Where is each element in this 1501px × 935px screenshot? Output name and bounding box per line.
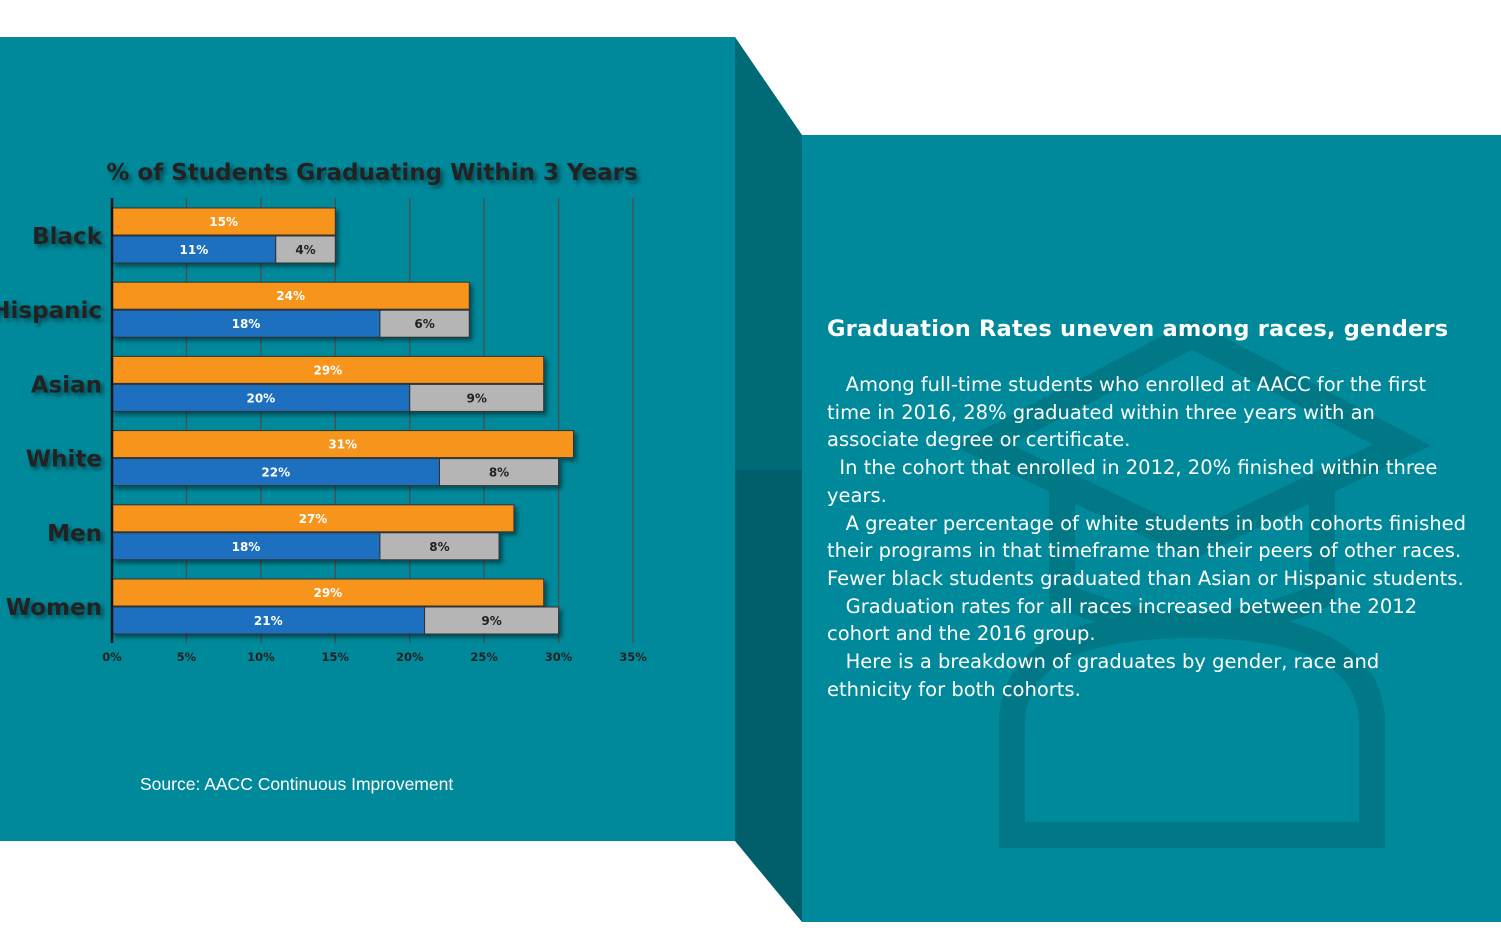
- bar-blue: [111, 235, 277, 264]
- source-line: Source: AACC Continuous Improvement: [140, 774, 454, 794]
- bar-blue: [111, 383, 411, 412]
- x-tick-label: 30%: [545, 650, 573, 664]
- x-tick-label: 10%: [247, 650, 275, 664]
- bar-total: [111, 578, 545, 607]
- category-label: Men: [47, 521, 102, 547]
- x-tick-label: 25%: [470, 650, 498, 664]
- bar-blue-label: 20%: [246, 391, 275, 405]
- bar-blue: [111, 458, 440, 487]
- source-line: and Innovation Analytics: [140, 843, 334, 863]
- article-body: Among full-time students who enrolled at…: [827, 371, 1467, 703]
- category-label: Hispanic: [0, 298, 102, 324]
- bar-blue-label: 21%: [254, 614, 283, 628]
- x-tick-label: 20%: [396, 650, 424, 664]
- bar-total-label: 29%: [313, 363, 342, 377]
- bar-gray-label: 6%: [414, 317, 434, 331]
- bar-total-label: 29%: [313, 586, 342, 600]
- connector-bottom-face: [735, 470, 802, 922]
- bar-blue-label: 18%: [232, 540, 261, 554]
- x-tick-label: 15%: [322, 650, 350, 664]
- bar-gray: [379, 309, 470, 338]
- bar-total: [111, 430, 574, 459]
- category-label: Black: [32, 224, 103, 250]
- article-paragraph: Here is a breakdown of graduates by gend…: [827, 650, 1386, 701]
- bar-gray-label: 8%: [429, 540, 449, 554]
- bar-gray: [438, 458, 560, 487]
- bar-total: [111, 355, 545, 384]
- x-tick-label: 5%: [177, 650, 197, 664]
- bar-gray: [275, 235, 336, 264]
- article-paragraph: In the cohort that enrolled in 2012, 20%…: [827, 456, 1444, 507]
- graduation-cap-icon: [952, 320, 1432, 848]
- bar-blue-label: 22%: [261, 466, 290, 480]
- bar-total-label: 31%: [328, 438, 357, 452]
- x-tick-label: 0%: [102, 650, 122, 664]
- bar-blue: [111, 532, 381, 561]
- bar-total-label: 27%: [299, 512, 328, 526]
- bar-gray-label: 8%: [489, 466, 509, 480]
- article-paragraph: Among full-time students who enrolled at…: [827, 373, 1433, 452]
- bar-total-label: 15%: [209, 215, 238, 229]
- chart-title: % of Students Graduating Within 3 Years: [106, 160, 637, 186]
- x-tick-label: 35%: [619, 650, 647, 664]
- article-title: Graduation Rates uneven among races, gen…: [827, 316, 1449, 342]
- category-label: Asian: [31, 372, 102, 398]
- bar-gray: [409, 383, 545, 412]
- article-paragraph: A greater percentage of white students i…: [827, 511, 1473, 590]
- bar-gray-label: 4%: [295, 243, 315, 257]
- connector-top-face: [735, 37, 802, 470]
- article-paragraph: Graduation rates for all races increased…: [827, 594, 1424, 646]
- bar-blue-label: 11%: [180, 243, 209, 257]
- category-label: White: [26, 447, 102, 473]
- bar-gray-label: 9%: [481, 614, 501, 628]
- bar-total: [111, 504, 515, 533]
- bar-total: [111, 281, 470, 310]
- category-label: Women: [6, 595, 102, 621]
- bar-gray-label: 9%: [467, 391, 487, 405]
- article-panel: Graduation Rates uneven among races, gen…: [802, 135, 1501, 922]
- bar-chart: % of Students Graduating Within 3 Years 0…: [0, 160, 647, 664]
- bar-gray: [379, 532, 500, 561]
- source-note: Source: AACC Continuous Improvement and …: [140, 727, 453, 888]
- bar-blue-label: 18%: [232, 317, 261, 331]
- bar-total-label: 24%: [276, 289, 305, 303]
- bar-gray: [424, 606, 560, 635]
